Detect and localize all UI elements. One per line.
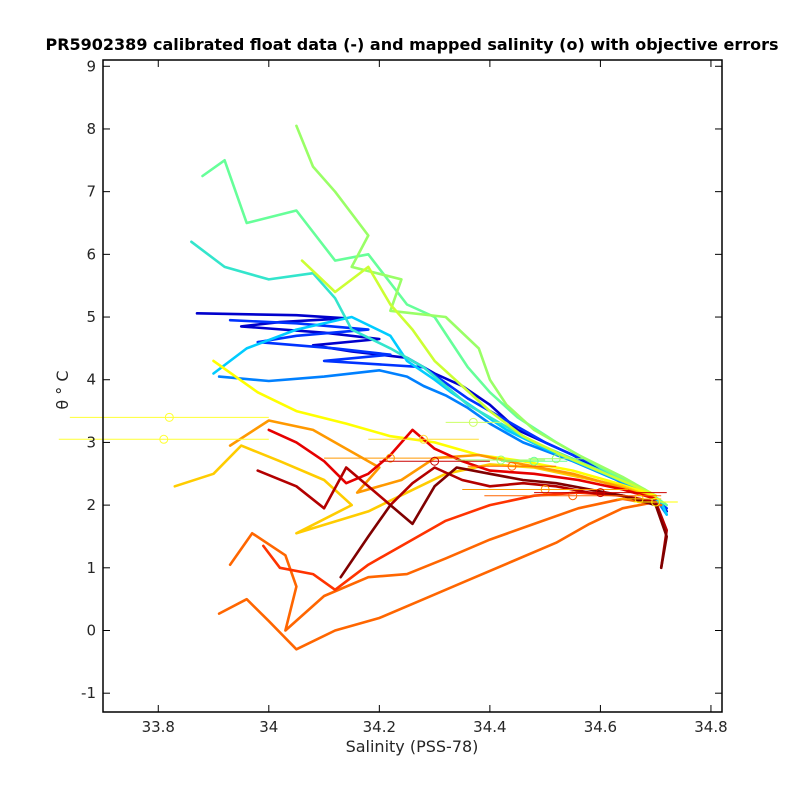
y-tick-label: 0	[86, 622, 96, 640]
mapped-salinity-point	[496, 455, 506, 465]
series-line-12	[217, 500, 658, 651]
x-tick-label: 33.8	[142, 718, 175, 736]
mapped-salinity-point	[568, 491, 578, 501]
mapped-salinity-point	[529, 456, 539, 466]
y-tick-label: 6	[86, 245, 96, 263]
mapped-salinity-point	[419, 434, 429, 444]
mapped-salinity-layer	[58, 412, 678, 507]
series-line-13	[228, 497, 663, 632]
mapped-salinity-point	[507, 461, 517, 471]
plot-area	[103, 60, 722, 712]
mapped-salinity-point	[634, 494, 644, 504]
y-tick-label: 4	[86, 371, 96, 389]
y-axis: -1 0 1 2 3 4 5 6 7 8 9	[81, 57, 722, 702]
mapped-salinity-point	[595, 488, 605, 498]
chart-title: PR5902389 calibrated float data (-) and …	[45, 35, 778, 54]
mapped-salinity-point	[164, 412, 174, 422]
mapped-salinity-point	[159, 434, 169, 444]
y-tick-label: 8	[86, 120, 96, 138]
y-tick-label: 1	[86, 559, 96, 577]
x-tick-label: 34.4	[473, 718, 506, 736]
mapped-salinity-point	[651, 497, 661, 507]
series-line-11	[228, 419, 658, 501]
y-tick-label: -1	[81, 684, 96, 702]
series-line-8	[300, 259, 652, 494]
y-tick-label: 3	[86, 433, 96, 451]
mapped-salinity-point	[430, 456, 440, 466]
y-tick-label: 9	[86, 57, 96, 75]
series-line-10	[173, 444, 658, 535]
plot-frame	[102, 59, 723, 713]
x-tick-label: 34.8	[694, 718, 727, 736]
y-tick-label: 2	[86, 496, 96, 514]
y-tick-label: 7	[86, 183, 96, 201]
x-axis-label: Salinity (PSS-78)	[346, 737, 479, 756]
series-line-17	[339, 466, 669, 579]
series-line-7	[295, 124, 658, 498]
mapped-salinity-point	[468, 417, 478, 427]
series-line-2	[228, 318, 669, 510]
series-line-9	[212, 359, 658, 498]
x-tick-label: 34.2	[363, 718, 396, 736]
x-tick-label: 34.6	[584, 718, 617, 736]
series-layer	[173, 124, 669, 651]
x-axis: 33.8 34 34.2 34.4 34.6 34.8	[142, 60, 728, 736]
y-axis-label: θ ° C	[53, 370, 72, 409]
mapped-salinity-point	[540, 484, 550, 494]
mapped-salinity-point	[385, 453, 395, 463]
mapped-salinity-point	[551, 454, 561, 464]
x-tick-label: 34	[259, 718, 278, 736]
y-tick-label: 5	[86, 308, 96, 326]
